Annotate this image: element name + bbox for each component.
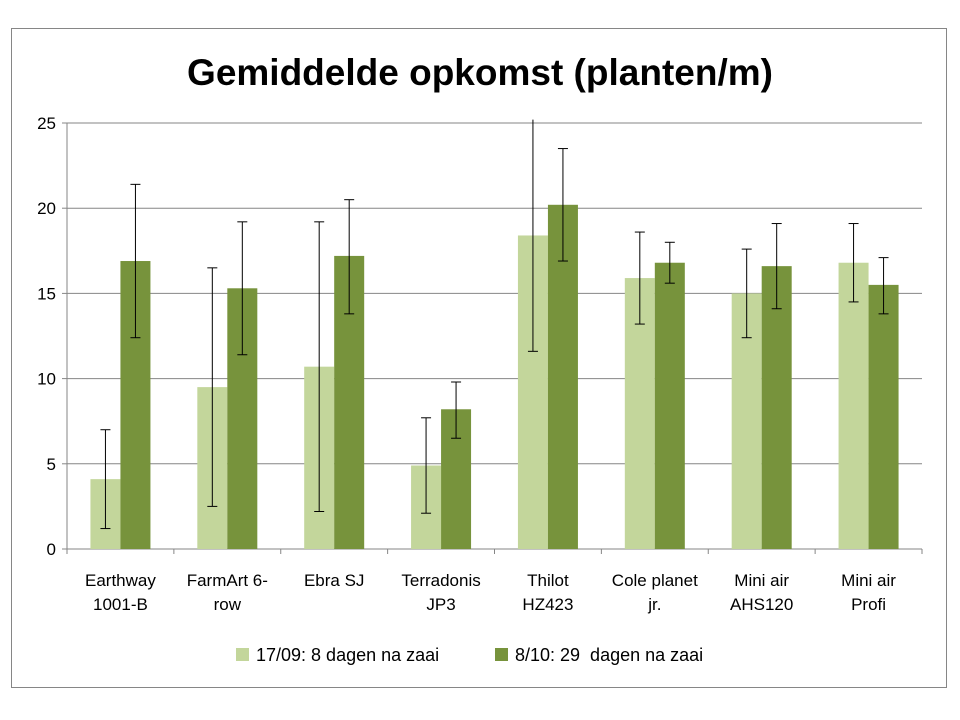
x-tick-label: Mini air — [734, 571, 789, 590]
y-tick-label: 5 — [47, 455, 56, 474]
x-tick-label: Cole planet — [612, 571, 698, 590]
bar-series1 — [838, 262, 869, 549]
bar-series2 — [868, 284, 899, 549]
legend-swatch — [236, 648, 249, 661]
x-tick-label: Thilot — [527, 571, 569, 590]
legend-label: 8/10: 29 dagen na zaai — [515, 645, 703, 665]
bar-series2 — [761, 266, 792, 549]
x-tick-label: Mini air — [841, 571, 896, 590]
legend-label: 17/09: 8 dagen na zaai — [256, 645, 439, 665]
bar-series2 — [547, 204, 578, 550]
x-tick-label: Profi — [851, 595, 886, 614]
x-tick-label: jr. — [647, 595, 661, 614]
x-tick-label: Earthway — [85, 571, 156, 590]
y-tick-label: 20 — [37, 199, 56, 218]
x-tick-label: Ebra SJ — [304, 571, 364, 590]
y-tick-label: 10 — [37, 370, 56, 389]
chart-title: Gemiddelde opkomst (planten/m) — [187, 52, 773, 93]
y-tick-label: 15 — [37, 284, 56, 303]
y-tick-label: 25 — [37, 114, 56, 133]
x-tick-label: row — [214, 595, 242, 614]
x-tick-label: JP3 — [426, 595, 455, 614]
y-tick-label: 0 — [47, 540, 56, 559]
legend-swatch — [495, 648, 508, 661]
x-tick-label: HZ423 — [522, 595, 573, 614]
bar-series2 — [654, 262, 685, 549]
x-tick-label: FarmArt 6- — [187, 571, 268, 590]
x-tick-label: Terradonis — [401, 571, 480, 590]
x-tick-label: AHS120 — [730, 595, 793, 614]
x-tick-label: 1001-B — [93, 595, 148, 614]
